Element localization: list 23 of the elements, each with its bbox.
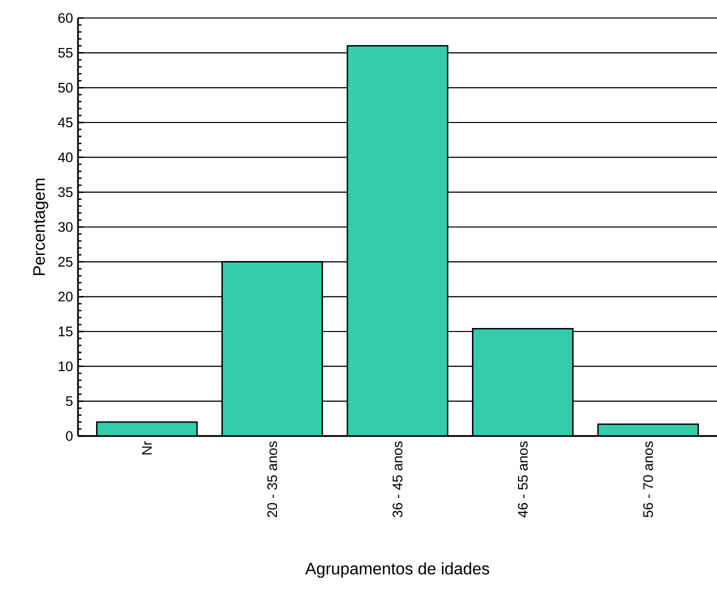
y-tick-label: 5	[66, 396, 73, 406]
x-tick-label: 56 - 70 anos	[643, 441, 653, 518]
y-tick-label: 40	[58, 152, 73, 162]
x-tick-label: Nr	[142, 441, 152, 454]
y-tick-label: 30	[58, 222, 73, 232]
y-tick-label: 10	[58, 361, 73, 372]
x-axis-title: Agrupamentos de idades	[305, 562, 490, 578]
y-axis-title: Percentagem	[33, 178, 48, 276]
y-tick-label: 45	[58, 118, 73, 128]
y-tick-label: 35	[58, 187, 73, 198]
bar	[347, 46, 448, 436]
y-tick-label: 15	[58, 326, 73, 336]
bar	[222, 262, 322, 436]
y-tick-label: 60	[58, 13, 73, 23]
y-tick-label: 20	[58, 292, 73, 302]
x-tick-label: 36 - 45 anos	[392, 441, 402, 518]
y-tick-label: 25	[58, 256, 73, 267]
x-tick-label: 20 - 35 anos	[267, 441, 278, 518]
y-tick-label: 0	[66, 431, 73, 441]
y-tick-label: 50	[58, 82, 73, 93]
bar	[472, 328, 573, 436]
y-tick-label: 55	[58, 48, 73, 58]
x-tick-label: 46 - 55 anos	[518, 441, 528, 518]
